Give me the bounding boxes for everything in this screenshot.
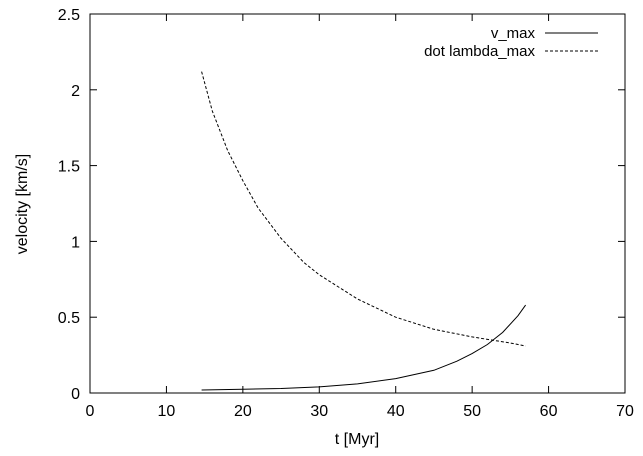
y-tick-label: 0.5: [58, 310, 80, 327]
x-tick-label: 0: [86, 403, 95, 420]
y-tick-label: 1.5: [58, 159, 80, 176]
y-tick-label: 1: [71, 234, 80, 251]
series: [201, 71, 527, 391]
x-tick-label: 20: [234, 403, 252, 420]
legend-label: dot lambda_max: [424, 43, 535, 60]
x-tick-label: 10: [158, 403, 176, 420]
y-axis-label: velocity [km/s]: [14, 154, 31, 254]
series-line-dot-lambda_max: [201, 71, 526, 347]
y-tick-label: 0: [71, 386, 80, 403]
x-tick-label: 70: [616, 403, 634, 420]
axes: [89, 13, 626, 394]
legend-label: v_max: [491, 25, 536, 42]
x-tick-label: 40: [387, 403, 405, 420]
x-tick-label: 60: [540, 403, 558, 420]
y-tick-label: 2.5: [58, 7, 80, 24]
x-tick-label: 50: [463, 403, 481, 420]
y-tick-label: 2: [71, 83, 80, 100]
ticks: 0 10 20 30 40 50 60 70 0 0.5 1 1.5 2 2.5: [58, 7, 634, 420]
series-line-v_max: [201, 304, 527, 391]
x-axis-label: t [Myr]: [335, 431, 379, 448]
x-tick-label: 30: [310, 403, 328, 420]
plot-frame: [89, 13, 626, 394]
